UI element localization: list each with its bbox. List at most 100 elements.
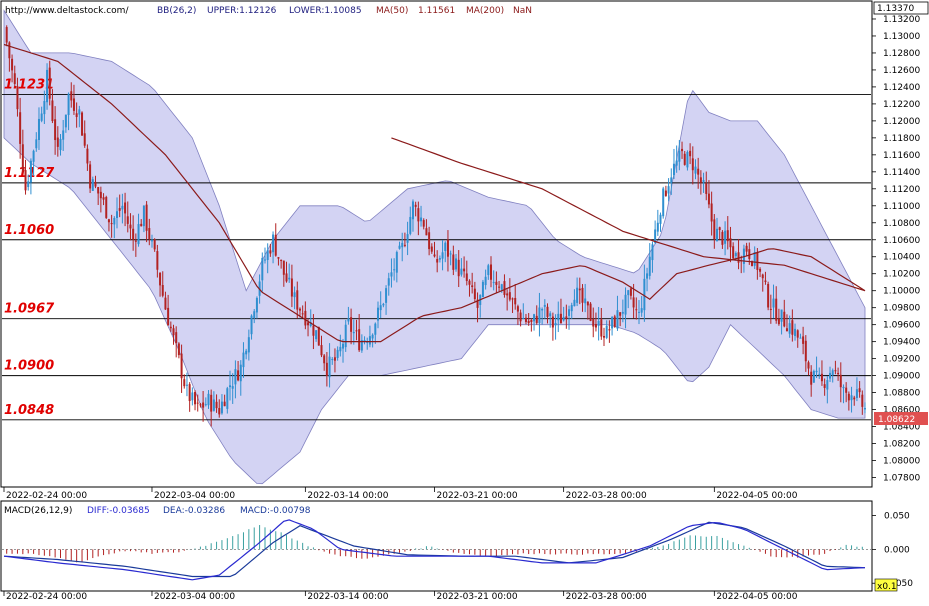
candle-body[interactable] [385,288,388,303]
candle-body[interactable] [753,252,756,266]
candle-body[interactable] [24,170,27,191]
candle-body[interactable] [172,328,175,336]
candle-body[interactable] [263,259,266,261]
candle-body[interactable] [565,316,568,320]
candle-body[interactable] [274,234,277,256]
candle-body[interactable] [350,317,353,332]
candle-body[interactable] [81,112,84,136]
candle-body[interactable] [272,234,275,253]
candle-body[interactable] [664,190,667,196]
candle-body[interactable] [169,326,172,329]
candle-body[interactable] [750,261,753,266]
candle-body[interactable] [847,393,850,401]
candle-body[interactable] [568,309,571,316]
candle-body[interactable] [191,392,194,401]
candle-body[interactable] [118,208,121,211]
candle-body[interactable] [584,298,587,304]
macd-zoom-label[interactable]: x0.1 [877,582,897,592]
candle-body[interactable] [67,93,70,116]
candle-body[interactable] [183,379,186,387]
candle-body[interactable] [624,294,627,315]
candle-body[interactable] [683,153,686,165]
candle-body[interactable] [820,373,823,382]
candle-body[interactable] [611,317,614,329]
candle-body[interactable] [266,250,269,260]
candle-body[interactable] [403,244,406,246]
candle-body[interactable] [8,42,11,59]
candle-body[interactable] [570,305,573,312]
candle-body[interactable] [446,239,449,257]
candle-body[interactable] [234,369,237,385]
candle-body[interactable] [573,299,576,307]
candle-body[interactable] [29,160,32,183]
candle-body[interactable] [395,252,398,273]
candle-body[interactable] [842,386,845,389]
candle-body[interactable] [495,281,498,285]
candle-body[interactable] [651,244,654,261]
candle-body[interactable] [32,150,35,162]
candle-body[interactable] [767,283,770,308]
candle-body[interactable] [627,290,630,296]
candle-body[interactable] [791,320,794,335]
candle-body[interactable] [245,350,248,355]
candle-body[interactable] [831,370,834,376]
candle-body[interactable] [315,330,318,340]
candle-body[interactable] [785,328,788,332]
candle-body[interactable] [729,238,732,248]
candle-body[interactable] [839,374,842,388]
candle-body[interactable] [471,285,474,288]
candle-body[interactable] [732,246,735,259]
candle-body[interactable] [167,307,170,326]
candle-body[interactable] [503,281,506,295]
candle-body[interactable] [637,311,640,313]
candle-body[interactable] [331,359,334,361]
candle-body[interactable] [581,287,584,303]
candle-body[interactable] [282,260,285,275]
candle-body[interactable] [586,301,589,306]
candle-body[interactable] [433,254,436,257]
candle-body[interactable] [530,319,533,322]
candle-body[interactable] [457,259,460,277]
candle-body[interactable] [185,384,188,386]
candle-body[interactable] [853,397,856,400]
candle-body[interactable] [406,234,409,243]
candle-body[interactable] [455,258,458,270]
candle-body[interactable] [366,341,369,343]
candle-body[interactable] [121,205,124,210]
candle-body[interactable] [231,386,234,389]
candle-body[interactable] [807,362,810,369]
candle-body[interactable] [317,326,320,346]
candle-body[interactable] [659,214,662,224]
candle-body[interactable] [635,309,638,311]
candle-body[interactable] [858,388,861,393]
candle-body[interactable] [89,164,92,189]
candle-body[interactable] [148,228,151,240]
candle-body[interactable] [608,329,611,331]
candle-body[interactable] [94,181,97,187]
candle-body[interactable] [460,268,463,275]
candle-body[interactable] [325,362,328,376]
candle-body[interactable] [476,299,479,308]
candle-body[interactable] [223,401,226,407]
candle-body[interactable] [161,285,164,296]
candle-body[interactable] [328,356,331,378]
candle-body[interactable] [62,130,65,140]
candle-body[interactable] [810,371,813,385]
candle-body[interactable] [527,320,530,323]
candle-body[interactable] [538,307,541,324]
candle-body[interactable] [156,251,159,270]
candle-body[interactable] [142,205,145,227]
candle-body[interactable] [511,298,514,300]
candle-body[interactable] [368,336,371,345]
candle-body[interactable] [702,180,705,182]
candle-body[interactable] [812,371,815,383]
candle-body[interactable] [463,268,466,272]
candle-body[interactable] [56,137,59,147]
candle-body[interactable] [387,278,390,286]
candle-body[interactable] [465,273,468,281]
candle-body[interactable] [70,91,73,101]
candle-body[interactable] [301,313,304,315]
candle-body[interactable] [487,265,490,276]
candle-body[interactable] [500,284,503,290]
